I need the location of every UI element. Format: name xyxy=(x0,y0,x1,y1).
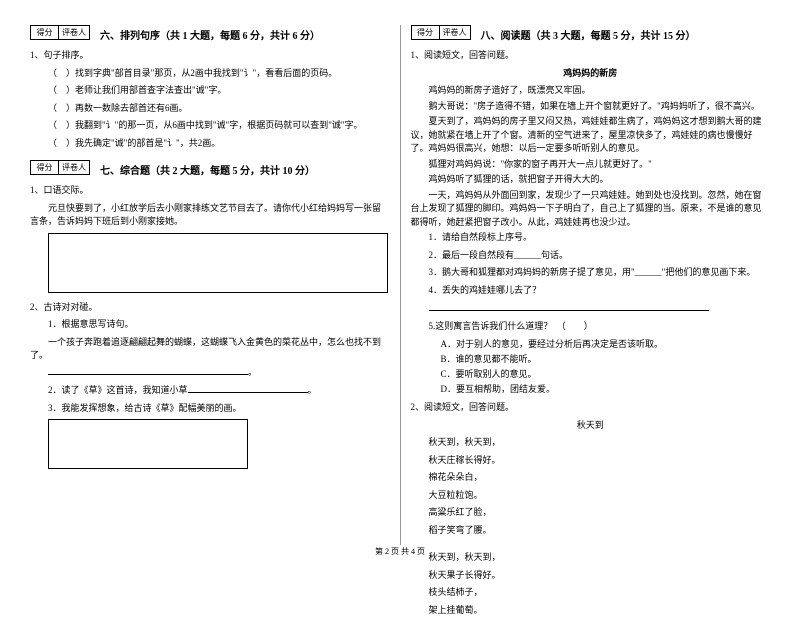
q2-body: 元旦快要到了，小红放学后去小刚家排练文艺节目去了。请你代小红给妈妈写一张留言条，… xyxy=(30,202,390,229)
section-8-title: 八、阅读题（共 3 大题，每题 5 分，共计 15 分） xyxy=(481,27,696,42)
q3-sub1: 1．根据意思写诗句。 xyxy=(30,318,390,332)
poem-l4: 大豆粒粒饱。 xyxy=(411,489,771,503)
r1-blank xyxy=(411,301,771,316)
poem-l6: 稻子笑弯了腰。 xyxy=(411,524,771,538)
r1-subtitle: 鸡妈妈的新房 xyxy=(411,67,771,81)
r2-title: 2、阅读短文，回答问题。 xyxy=(411,401,771,415)
score-label: 得分 xyxy=(31,26,59,39)
opt-d: D．要互相帮助，团结友爱。 xyxy=(441,382,771,395)
poem-l1: 秋天到，秋天到， xyxy=(411,436,771,450)
q3-blank1: 。 xyxy=(30,365,390,380)
q3-body1: 一个孩子奔跑着追逐翩翩起舞的蝴蝶，这蝴蝶飞入金黄色的菜花丛中，怎么也找不到了。 xyxy=(30,336,390,363)
answer-box-2[interactable] xyxy=(48,419,248,469)
section-8-header: 得分 评卷人 八、阅读题（共 3 大题，每题 5 分，共计 15 分） xyxy=(411,25,771,43)
score-label: 得分 xyxy=(31,161,59,174)
poem-l5: 高粱乐红了脸， xyxy=(411,506,771,520)
score-box: 得分 评卷人 xyxy=(30,25,90,40)
opt-c: C．要听取别人的意见。 xyxy=(441,367,771,380)
r1-p4: 狐狸对鸡妈妈说："你家的窗子再开大一点儿就更好了。" xyxy=(411,158,771,172)
r2-poem-title: 秋天到 xyxy=(411,419,771,433)
score-box: 得分 评卷人 xyxy=(411,25,471,40)
opt-b: B．谁的意见都不能听。 xyxy=(441,352,771,365)
q1-line2: （ ）老师让我们用部首查字法查出"诚"字。 xyxy=(30,84,390,98)
section-6-title: 六、排列句序（共 1 大题，每题 6 分，共计 6 分） xyxy=(100,27,320,42)
reviewer-label: 评卷人 xyxy=(440,26,470,39)
r1-p2: 鹅大哥说："房子造得不错，如果在墙上开个窗就更好了。"鸡妈妈听了，很不高兴。 xyxy=(411,100,771,114)
poem-l3: 棉花朵朵白， xyxy=(411,471,771,485)
q3-sub3: 3．我能发挥想象，给古诗《草》配幅美丽的画。 xyxy=(30,402,390,416)
r1-options: A．对于别人的意见，要经过分析后再决定是否该听取。 B．谁的意见都不能听。 C．… xyxy=(411,337,771,395)
q1-title: 1、句子排序。 xyxy=(30,49,390,63)
q3-sub2: 2．读了《草》这首诗，我知道小草。 xyxy=(30,383,390,398)
q2-title: 1、口语交际。 xyxy=(30,184,390,198)
q1-line4: （ ）我翻到"讠"的那一页，从6画中找到"诚"字，根据页码就可以查到"诚"字。 xyxy=(30,119,390,133)
r1-q2: 2．最后一段自然段有______句话。 xyxy=(411,249,771,263)
section-7-title: 七、综合题（共 2 大题，每题 5 分，共计 10 分） xyxy=(100,162,315,177)
poem-l2: 秋天庄稼长得好。 xyxy=(411,454,771,468)
reviewer-label: 评卷人 xyxy=(59,161,89,174)
q1-line5: （ ）我先确定"诚"的部首是"讠"，共2画。 xyxy=(30,137,390,151)
r1-p1: 鸡妈妈的新房子造好了，既漂亮又牢固。 xyxy=(411,84,771,98)
q1-line1: （ ）找到字典"部首目录"那页，从2画中我找到"讠"，看看后面的页码。 xyxy=(30,67,390,81)
r1-q3: 3．鹅大哥和狐狸都对鸡妈妈的新房子提了意见，用"______"把他们的意见画下来… xyxy=(411,266,771,280)
opt-a: A．对于别人的意见，要经过分析后再决定是否该听取。 xyxy=(441,337,771,350)
poem-l9: 枝头结柿子， xyxy=(411,586,771,600)
r1-p3: 夏天到了，鸡妈妈的房子里又闷又热，鸡娃娃都生病了，鸡妈妈这才想到鹅大哥的建议，她… xyxy=(411,115,771,156)
right-column: 得分 评卷人 八、阅读题（共 3 大题，每题 5 分，共计 15 分） 1、阅读… xyxy=(401,25,781,545)
r1-title: 1、阅读短文，回答问题。 xyxy=(411,49,771,63)
section-7-header: 得分 评卷人 七、综合题（共 2 大题，每题 5 分，共计 10 分） xyxy=(30,160,390,178)
r1-p6: 一天，鸡妈妈从外面回到家，发现少了一只鸡娃娃。她到处也没找到。忽然，她在窗台上发… xyxy=(411,189,771,230)
r1-q1: 1．请给自然段标上序号。 xyxy=(411,231,771,245)
r1-q5: 5.这则寓言告诉我们什么道理？ （ ） xyxy=(411,320,771,334)
r1-q4: 4．丢失的鸡娃娃哪儿去了？ xyxy=(411,284,771,298)
q3-title: 2、古诗对对碰。 xyxy=(30,301,390,315)
q1-line3: （ ）再数一数除去部首还有6画。 xyxy=(30,102,390,116)
left-column: 得分 评卷人 六、排列句序（共 1 大题，每题 6 分，共计 6 分） 1、句子… xyxy=(20,25,401,545)
r1-p5: 鸡妈妈听了狐狸的话，就把窗子开得大大的。 xyxy=(411,173,771,187)
page-footer: 第 2 页 共 4 页 xyxy=(0,546,800,557)
poem-l8: 秋天果子长得好。 xyxy=(411,569,771,583)
section-6-header: 得分 评卷人 六、排列句序（共 1 大题，每题 6 分，共计 6 分） xyxy=(30,25,390,43)
answer-box-1[interactable] xyxy=(48,233,388,293)
score-box: 得分 评卷人 xyxy=(30,160,90,175)
reviewer-label: 评卷人 xyxy=(59,26,89,39)
score-label: 得分 xyxy=(412,26,440,39)
poem-l10: 架上挂葡萄。 xyxy=(411,604,771,617)
